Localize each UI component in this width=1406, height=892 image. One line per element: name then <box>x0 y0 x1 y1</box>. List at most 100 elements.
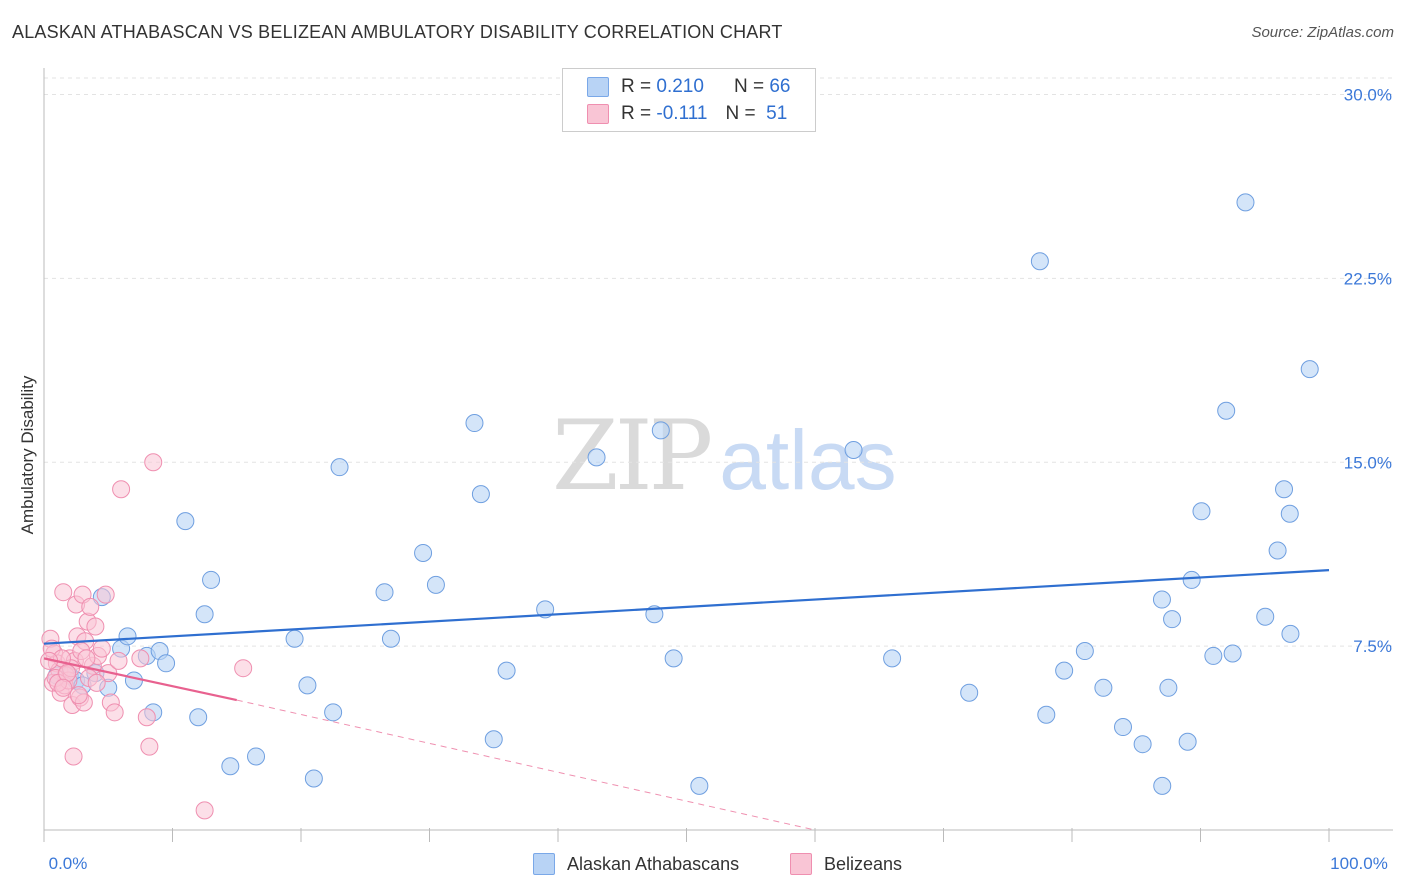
bottom-legend-swatch-pink <box>790 853 812 875</box>
belizean-point <box>54 583 73 602</box>
athabascan-point <box>1256 607 1275 626</box>
athabascan-point <box>1094 678 1113 697</box>
athabascan-point <box>1030 252 1049 271</box>
belizean-point <box>86 617 105 636</box>
athabascan-point <box>304 769 323 788</box>
athabascan-point <box>1275 480 1294 499</box>
belizean-point <box>87 673 106 692</box>
legend-r-label: R = <box>621 103 652 124</box>
belizean-point <box>58 664 77 683</box>
bottom-legend-swatch-blue <box>533 853 555 875</box>
athabascan-point <box>1055 661 1074 680</box>
belizean-point <box>137 708 156 727</box>
athabascan-point <box>330 458 349 477</box>
bottom-legend-label: Alaskan Athabascans <box>567 853 740 874</box>
athabascan-point <box>960 683 979 702</box>
athabascan-point <box>298 676 317 695</box>
athabascan-point <box>1204 646 1223 665</box>
legend-row-belizeans: R = -0.111 N = 51 <box>587 102 787 126</box>
athabascan-point <box>324 703 343 722</box>
athabascan-point <box>1182 570 1201 589</box>
correlation-legend: R = 0.210 N = 66 R = -0.111 N = 51 <box>562 68 816 132</box>
x-tick-label: 100.0% <box>1330 854 1388 873</box>
belizean-point <box>112 480 131 499</box>
athabascan-point <box>465 414 484 433</box>
belizean-point <box>131 649 150 668</box>
belizean-point <box>140 737 159 756</box>
legend-r-value: 0.210 <box>656 76 704 97</box>
athabascan-point <box>471 485 490 504</box>
athabascan-point <box>285 629 304 648</box>
athabascan-point <box>221 757 240 776</box>
x-tick-label: 0.0% <box>49 854 88 873</box>
belizean-point <box>81 597 100 616</box>
bottom-legend-athabascans: Alaskan Athabascans <box>533 851 739 877</box>
athabascan-point <box>381 629 400 648</box>
belizean-point <box>234 659 253 678</box>
legend-n-label: N = <box>725 103 756 124</box>
athabascan-point <box>1159 678 1178 697</box>
y-tick-label: 15.0% <box>1344 453 1392 472</box>
belizean-point <box>54 678 73 697</box>
belizean-point <box>109 651 128 670</box>
athabascan-point <box>202 570 221 589</box>
chart-title: ALASKAN ATHABASCAN VS BELIZEAN AMBULATOR… <box>12 22 783 42</box>
athabascan-point <box>651 421 670 440</box>
athabascan-point <box>414 543 433 562</box>
athabascan-point <box>1163 610 1182 629</box>
legend-row-athabascans: R = 0.210 N = 66 <box>587 75 790 99</box>
legend-n-label: N = <box>733 76 765 97</box>
belizean-point <box>195 801 214 820</box>
legend-swatch-pink <box>587 104 609 124</box>
athabascan-point <box>1178 732 1197 751</box>
athabascan-point <box>1281 624 1300 643</box>
belizean-trendline-extension <box>236 699 816 831</box>
legend-n-value: 66 <box>769 76 791 97</box>
legend-r-value: -0.111 <box>656 103 708 124</box>
athabascan-point <box>426 575 445 594</box>
y-tick-label: 22.5% <box>1344 269 1392 288</box>
source-label: Source: ZipAtlas.com <box>1251 24 1394 41</box>
athabascan-point <box>1268 541 1287 560</box>
athabascan-point <box>497 661 516 680</box>
athabascan-point <box>1152 590 1171 609</box>
athabascan-point <box>124 671 143 690</box>
athabascan-point <box>195 605 214 624</box>
athabascan-point <box>247 747 266 766</box>
athabascan-point <box>1153 776 1172 795</box>
watermark: ZIP atlas <box>552 400 897 512</box>
athabascan-point <box>1236 193 1255 212</box>
athabascan-point <box>1280 504 1299 523</box>
athabascan-point <box>1300 360 1319 379</box>
legend-r-label: R = <box>621 76 652 97</box>
athabascan-point <box>484 730 503 749</box>
athabascan-trendline <box>43 569 1330 645</box>
bottom-legend-label: Belizeans <box>824 853 903 874</box>
belizean-trendline <box>43 657 237 702</box>
legend-n-value: 51 <box>766 103 788 124</box>
bottom-legend-belizeans: Belizeans <box>790 851 902 877</box>
athabascan-point <box>664 649 683 668</box>
y-tick-label: 30.0% <box>1344 86 1392 105</box>
belizean-point <box>92 639 111 658</box>
athabascan-point <box>844 441 863 459</box>
athabascan-point <box>1223 644 1242 663</box>
athabascan-point <box>1075 642 1094 661</box>
athabascan-point <box>157 654 176 673</box>
watermark-atlas: atlas <box>719 413 897 507</box>
legend-swatch-blue <box>587 77 609 97</box>
athabascan-point <box>375 583 394 602</box>
belizean-point <box>64 747 83 766</box>
athabascan-point <box>883 649 902 668</box>
athabascan-point <box>1133 735 1152 754</box>
athabascan-point <box>1037 705 1056 724</box>
belizean-point <box>77 649 96 668</box>
belizean-point <box>69 686 88 705</box>
athabascan-point <box>176 512 195 531</box>
belizean-point <box>105 703 124 722</box>
belizean-point <box>144 453 163 472</box>
athabascan-point <box>690 776 709 795</box>
athabascan-point <box>189 708 208 727</box>
athabascan-point <box>587 448 606 467</box>
